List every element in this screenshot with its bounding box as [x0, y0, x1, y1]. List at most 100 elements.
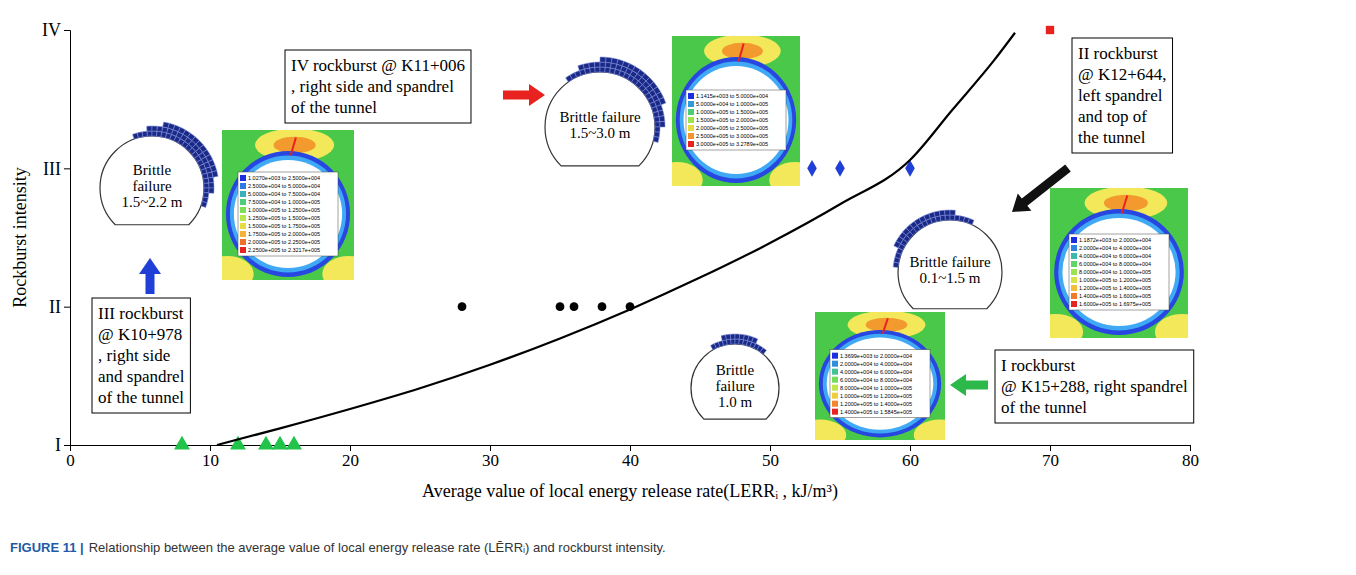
- failure-cell: [203, 178, 209, 183]
- failure-cell: [726, 334, 731, 340]
- contour-legend-label: 1.4000e+005 to 1.6000e+005: [1079, 293, 1151, 299]
- data-point: [286, 436, 302, 450]
- data-point: [1046, 26, 1054, 34]
- annotation-text: , right side and spandrel: [291, 77, 454, 96]
- contour-legend-label: 5.0000e+004 to 1.0000e+005: [696, 101, 768, 107]
- y-tick-mark: [64, 168, 70, 169]
- contour-legend-label: 6.0000e+004 to 8.0000e+004: [1079, 261, 1151, 267]
- contour-field: [222, 130, 354, 280]
- contour-legend: 1.3699e+003 to 2.0000e+0042.0000e+004 to…: [830, 350, 930, 418]
- failure-label: Brittle: [716, 362, 755, 378]
- contour-legend-label: 2.0000e+004 to 4.0000e+004: [840, 361, 912, 367]
- data-point: [272, 436, 288, 450]
- contour-legend-label: 1.1415e+003 to 5.0000e+004: [696, 93, 768, 99]
- failure-cell: [204, 188, 209, 193]
- y-tick-mark: [64, 307, 70, 308]
- contour-legend-frame: [1069, 234, 1169, 310]
- annotation-text: and top of: [1078, 107, 1147, 126]
- data-point: [258, 436, 274, 450]
- chart-container: 01020304050607080IIIIIIIVAverage value o…: [0, 0, 1356, 575]
- y-tick-label: III: [43, 159, 61, 179]
- x-tick-label: 80: [1182, 451, 1199, 470]
- contour-legend-swatch: [832, 377, 838, 383]
- failure-cell: [600, 57, 606, 62]
- failure-label: failure: [132, 178, 171, 194]
- contour-ring: [680, 62, 793, 179]
- failure-cell: [659, 116, 665, 122]
- contour-inset: 1.3699e+003 to 2.0000e+0042.0000e+004 to…: [794, 311, 966, 451]
- failure-cell: [209, 188, 214, 193]
- contour-hole: [1062, 218, 1175, 326]
- annotation: III rockburst@ K10+978, right sideand sp…: [92, 122, 375, 413]
- y-tick: I: [55, 435, 70, 455]
- annotation-text: I rockburst: [1001, 356, 1075, 375]
- x-tick: 20: [342, 445, 359, 470]
- contour-legend-label: 2.2500e+005 to 2.3217e+005: [248, 247, 320, 253]
- contour-legend-swatch: [240, 207, 246, 213]
- contour-arrow: [739, 44, 744, 62]
- failure-label: 0.1~1.5 m: [919, 270, 980, 286]
- contour-legend-label: 3.0000e+005 to 3.2789e+005: [696, 141, 768, 147]
- failure-cell: [204, 183, 209, 188]
- annotation-box: II rockburst@ K12+644,left spandreland t…: [1072, 38, 1173, 153]
- failure-label: Brittle failure: [909, 254, 991, 270]
- data-point: [835, 160, 845, 177]
- contour-legend-swatch: [1071, 237, 1077, 243]
- contour-legend-swatch: [688, 133, 694, 139]
- contour-ring: [1058, 214, 1179, 331]
- contour-legend-swatch: [1071, 269, 1077, 275]
- annotation: II rockburst@ K12+644,left spandreland t…: [893, 38, 1210, 350]
- annotation-text: and spandrel: [98, 367, 185, 386]
- contour-legend-label: 1.5000e+005 to 2.0000e+005: [696, 117, 768, 123]
- contour-legend-swatch: [688, 117, 694, 123]
- y-tick-label: I: [55, 435, 61, 455]
- failure-cell: [655, 127, 660, 132]
- failure-cell: [655, 122, 660, 127]
- y-axis-title: Rockburst intensity: [10, 167, 30, 308]
- contour-legend-label: 1.0000e+005 to 1.2500e+005: [248, 207, 320, 213]
- fit-curve: [217, 33, 1015, 445]
- contour-legend-swatch: [240, 183, 246, 189]
- failure-cell: [727, 339, 732, 344]
- contour-legend-swatch: [688, 101, 694, 107]
- failure-label: 1.0 m: [718, 394, 753, 410]
- x-tick-label: 30: [482, 451, 499, 470]
- y-tick-mark: [64, 445, 70, 446]
- failure-cell: [147, 126, 152, 131]
- tunnel-outline: [898, 220, 1002, 309]
- x-tick: 60: [902, 445, 919, 470]
- contour-legend-label: 1.1872e+003 to 2.0000e+004: [1079, 237, 1151, 243]
- x-tick: 0: [66, 445, 75, 470]
- tunnel-diagram: Brittle failure1.5~3.0 m: [545, 57, 666, 166]
- contour-legend-label: 5.0000e+004 to 7.5000e+004: [248, 191, 320, 197]
- contour-legend-label: 2.5000e+005 to 3.0000e+005: [696, 133, 768, 139]
- contour-arrow: [1122, 196, 1128, 214]
- contour-legend-swatch: [240, 247, 246, 253]
- failure-cell: [939, 210, 945, 216]
- annotation-text: @ K10+978: [98, 325, 182, 344]
- contour-legend-label: 1.0000e+005 to 1.5000e+005: [696, 109, 768, 115]
- plot-area: [174, 26, 1054, 450]
- contour-legend-swatch: [832, 369, 838, 375]
- annotation-text: IV rockburst @ K11+006: [291, 56, 465, 75]
- data-point: [556, 302, 565, 311]
- x-tick: 30: [482, 445, 499, 470]
- contour-legend-swatch: [1071, 293, 1077, 299]
- x-tick: 10: [202, 445, 219, 470]
- contour-legend-label: 1.4000e+005 to 1.5845e+005: [840, 409, 912, 415]
- annotation: IV rockburst @ K11+006 , right side and s…: [285, 35, 820, 199]
- contour-legend-frame: [830, 350, 930, 418]
- failure-label: failure: [715, 378, 754, 394]
- tunnel-diagram: Brittlefailure1.0 m: [691, 334, 779, 419]
- annotation-text: of the tunnel: [1001, 398, 1087, 417]
- failure-cell: [945, 215, 950, 220]
- contour-legend-label: 1.2000e+005 to 1.4000e+005: [840, 401, 912, 407]
- contour-legend-label: 1.5000e+005 to 1.7500e+005: [248, 223, 320, 229]
- x-tick-label: 70: [1042, 451, 1059, 470]
- data-point: [598, 302, 607, 311]
- annotation: I rockburst@ K15+288, right spandrelof t…: [691, 311, 1194, 451]
- failure-label: Brittle failure: [559, 109, 641, 125]
- failure-cell: [653, 136, 659, 142]
- contour-legend: 1.1872e+003 to 2.0000e+0042.0000e+004 to…: [1069, 234, 1169, 310]
- failure-cell: [940, 215, 945, 221]
